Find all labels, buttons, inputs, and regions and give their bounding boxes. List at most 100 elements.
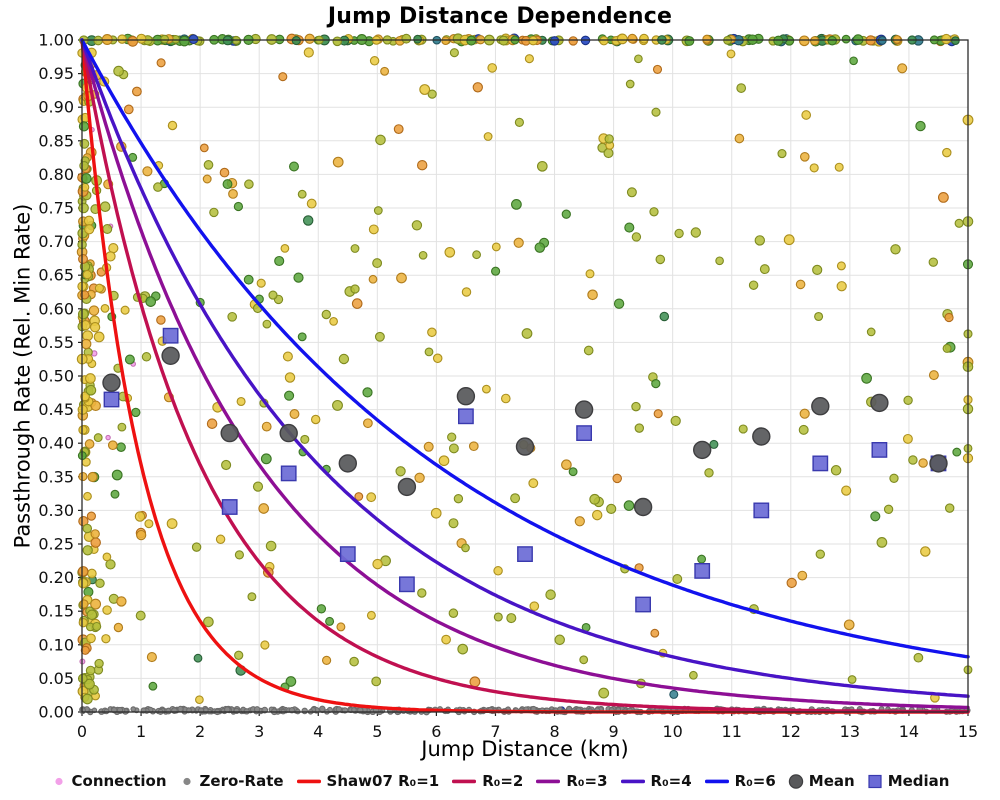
rate-point-point	[300, 434, 310, 444]
near-zero-cluster-point	[90, 537, 101, 548]
rate-point-point	[461, 287, 472, 297]
median-marker	[458, 408, 474, 425]
rate-point-point	[350, 284, 360, 294]
rate-point-point	[709, 439, 719, 449]
rate-point-point	[146, 652, 157, 663]
near-zero-cluster-point	[84, 439, 95, 449]
rate-point-point	[797, 570, 808, 581]
x-tick-label: 8	[549, 722, 559, 741]
mean-marker	[515, 437, 535, 456]
median-marker	[339, 546, 356, 563]
rate-point-point	[233, 201, 244, 212]
rate-point-point	[510, 493, 521, 504]
rate-point-point	[500, 393, 511, 404]
rate-point-point	[649, 207, 659, 217]
saturated-band-point	[599, 35, 609, 46]
rate-point-point	[105, 251, 116, 262]
zero-rate-band-point	[243, 708, 250, 715]
y-tick-label: 0.85	[38, 131, 74, 150]
rate-point-point	[153, 182, 163, 192]
x-tick-label: 0	[77, 722, 87, 741]
rate-point-point	[262, 319, 272, 329]
rate-point-point	[653, 409, 663, 419]
saturated-band-point	[441, 36, 450, 46]
rate-point-point	[670, 415, 681, 427]
saturated-band-point	[332, 36, 343, 47]
rate-point-point	[288, 161, 299, 172]
rate-point-point	[243, 274, 254, 285]
rate-point-point	[913, 652, 924, 663]
x-tick-label: 13	[840, 722, 860, 741]
legend-label: Zero-Rate	[199, 772, 284, 790]
rate-point-point	[268, 290, 278, 300]
mean-marker	[456, 387, 476, 406]
near-zero-cluster-point	[77, 308, 89, 320]
near-zero-cluster-point	[94, 283, 104, 293]
marker-shape	[788, 774, 803, 789]
rate-point-point	[113, 65, 124, 77]
rate-point-point	[227, 311, 238, 322]
near-zero-cluster-point	[87, 568, 97, 579]
rate-point-point	[954, 218, 964, 228]
median-marker	[753, 502, 770, 519]
saturated-band-point	[549, 36, 560, 46]
near-zero-cluster-point	[80, 290, 90, 300]
legend-item-r-4: R₀=4	[620, 772, 692, 790]
saturated-band-point	[773, 35, 784, 46]
rate-point-point	[336, 622, 346, 632]
zero-rate-band-point	[103, 708, 110, 715]
near-zero-cluster-point	[90, 400, 101, 412]
near-zero-cluster-point	[94, 658, 104, 669]
rate-point-point	[203, 160, 214, 170]
near-zero-cluster-point	[93, 433, 103, 443]
rate-point-point	[274, 255, 285, 267]
rate-point-point	[362, 387, 373, 398]
legend-item-r-6: R₀=6	[704, 772, 776, 790]
rate-point-point	[697, 554, 707, 564]
rate-point-point	[606, 503, 617, 514]
rate-point-point	[690, 227, 701, 238]
median-marker	[576, 425, 593, 441]
rate-point-point	[448, 608, 459, 618]
marker-shape	[868, 774, 882, 789]
legend-label: Median	[887, 772, 950, 790]
saturated-band-point	[627, 33, 638, 44]
rate-point-point	[131, 86, 142, 97]
legend-label: Shaw07 R₀=1	[326, 772, 440, 790]
rate-point-point	[375, 134, 386, 146]
rate-point-point	[338, 353, 350, 365]
rate-point-point	[534, 242, 546, 253]
near-zero-cluster-point	[80, 391, 90, 402]
rate-point-point	[634, 423, 645, 433]
rate-point-point	[759, 264, 770, 275]
rate-point-point	[416, 159, 428, 171]
rate-point-point	[626, 187, 637, 198]
mean-marker	[811, 397, 830, 416]
rate-point-point	[461, 543, 470, 553]
near-zero-cluster-point	[113, 622, 124, 633]
rate-point-point	[228, 188, 238, 199]
near-zero-cluster-point	[77, 404, 88, 415]
rate-point-point	[321, 309, 332, 320]
rate-point-point	[306, 198, 317, 209]
rate-point-point	[156, 315, 166, 325]
rate-point-point	[411, 220, 423, 231]
x-tick-label: 11	[722, 722, 742, 741]
near-zero-cluster-point	[88, 305, 100, 316]
rate-point-point	[506, 613, 517, 624]
rate-point-point	[316, 604, 327, 614]
rate-point-point	[131, 407, 141, 418]
rate-point-point	[101, 634, 111, 644]
near-zero-cluster-point	[102, 552, 112, 562]
rate-point-point	[219, 167, 230, 178]
rate-point-point	[373, 206, 383, 215]
y-axis-label: Passthrough Rate (Rel. Min Rate)	[10, 203, 34, 549]
curve-r0-3	[80, 38, 970, 710]
y-axis-label-box: Passthrough Rate (Rel. Min Rate)	[0, 40, 44, 712]
rate-point-point	[374, 331, 385, 342]
rate-point-point	[574, 516, 585, 527]
near-zero-cluster-point	[82, 693, 93, 705]
x-tick-label: 3	[254, 722, 264, 741]
y-tick-label: 0.70	[38, 232, 74, 251]
zero-rate-band-point	[301, 707, 308, 715]
